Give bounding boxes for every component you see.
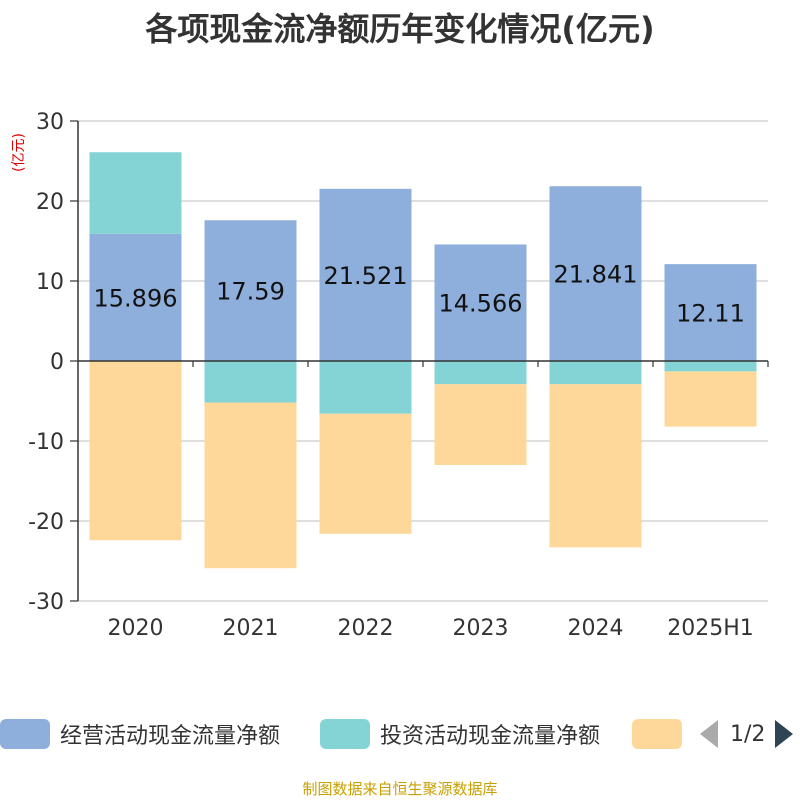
bars (89, 152, 757, 569)
bar-financing-2021[interactable] (204, 402, 297, 569)
data-labels: 15.896 17.59 21.521 14.566 21.841 12.11 (94, 261, 745, 328)
bar-investing-2025H1[interactable] (664, 361, 757, 372)
bar-operating-2025H1[interactable] (664, 264, 757, 361)
data-label-operating-2025H1: 12.11 (676, 300, 745, 328)
y-tick-label: 0 (50, 350, 64, 375)
legend-swatch-third (632, 719, 682, 749)
bar-financing-2023[interactable] (434, 384, 527, 465)
y-tick-label: 10 (36, 270, 64, 295)
chevron-right-icon[interactable] (775, 720, 794, 748)
legend-page-indicator: 1/2 (730, 721, 766, 747)
bar-financing-2025H1[interactable] (664, 371, 757, 427)
x-tick-label: 2023 (453, 616, 509, 641)
y-tick-label: 20 (36, 190, 64, 215)
bar-investing-2021[interactable] (204, 361, 297, 403)
y-tick-label: -20 (28, 510, 64, 535)
legend-label-investing: 投资活动现金流量净额 (380, 724, 601, 749)
bar-financing-2022[interactable] (319, 413, 412, 534)
legend-item-investing[interactable]: 投资活动现金流量净额 (320, 712, 600, 756)
data-label-operating-2023: 14.566 (439, 290, 523, 318)
chevron-left-icon[interactable] (700, 720, 718, 748)
x-tick-label: 2022 (338, 616, 394, 641)
grid-lines (78, 120, 768, 602)
axes: 30 20 10 0 -10 -20 -30 2020 2021 2022 2023 2024 2025… (28, 110, 769, 641)
data-label-operating-2021: 17.59 (216, 278, 285, 306)
bar-investing-2022[interactable] (319, 361, 412, 414)
x-tick-label: 2024 (568, 616, 624, 641)
legend-item-operating[interactable]: 经营活动现金流量净额 (0, 712, 280, 756)
bar-operating-2024[interactable] (549, 186, 642, 361)
y-tick-label: -10 (28, 430, 64, 455)
x-tick-label: 2020 (108, 616, 164, 641)
legend-pager: 1/2 (700, 712, 794, 756)
bar-investing-2020[interactable] (89, 152, 182, 234)
bar-investing-2023[interactable] (434, 361, 527, 385)
chart-plot: 15.896 17.59 21.521 14.566 21.841 12.11 30 20 1… (28, 110, 769, 641)
bar-investing-2024[interactable] (549, 361, 642, 385)
legend-swatch-investing (320, 719, 370, 749)
data-label-operating-2024: 21.841 (554, 261, 638, 289)
data-label-operating-2020: 15.896 (94, 284, 178, 312)
bar-financing-2020[interactable] (89, 361, 182, 541)
legend-item-third[interactable] (632, 712, 692, 756)
y-tick-label: 30 (36, 110, 64, 135)
source-note: 制图数据来自恒生聚源数据库 (302, 780, 498, 798)
bar-operating-2022[interactable] (319, 188, 412, 361)
data-label-operating-2022: 21.521 (324, 262, 408, 290)
legend-label-operating: 经营活动现金流量净额 (60, 724, 281, 749)
legend: 经营活动现金流量净额 投资活动现金流量净额 (0, 712, 800, 756)
bar-operating-2020[interactable] (89, 233, 182, 361)
bar-financing-2024[interactable] (549, 384, 642, 548)
bar-operating-2021[interactable] (204, 220, 297, 361)
x-tick-label: 2025H1 (667, 616, 754, 641)
bar-operating-2023[interactable] (434, 244, 527, 361)
chart-title: 各项现金流净额历年变化情况(亿元) (145, 10, 655, 48)
legend-swatch-operating (0, 719, 50, 749)
x-tick-label: 2021 (223, 616, 279, 641)
y-tick-label: -30 (28, 590, 64, 615)
